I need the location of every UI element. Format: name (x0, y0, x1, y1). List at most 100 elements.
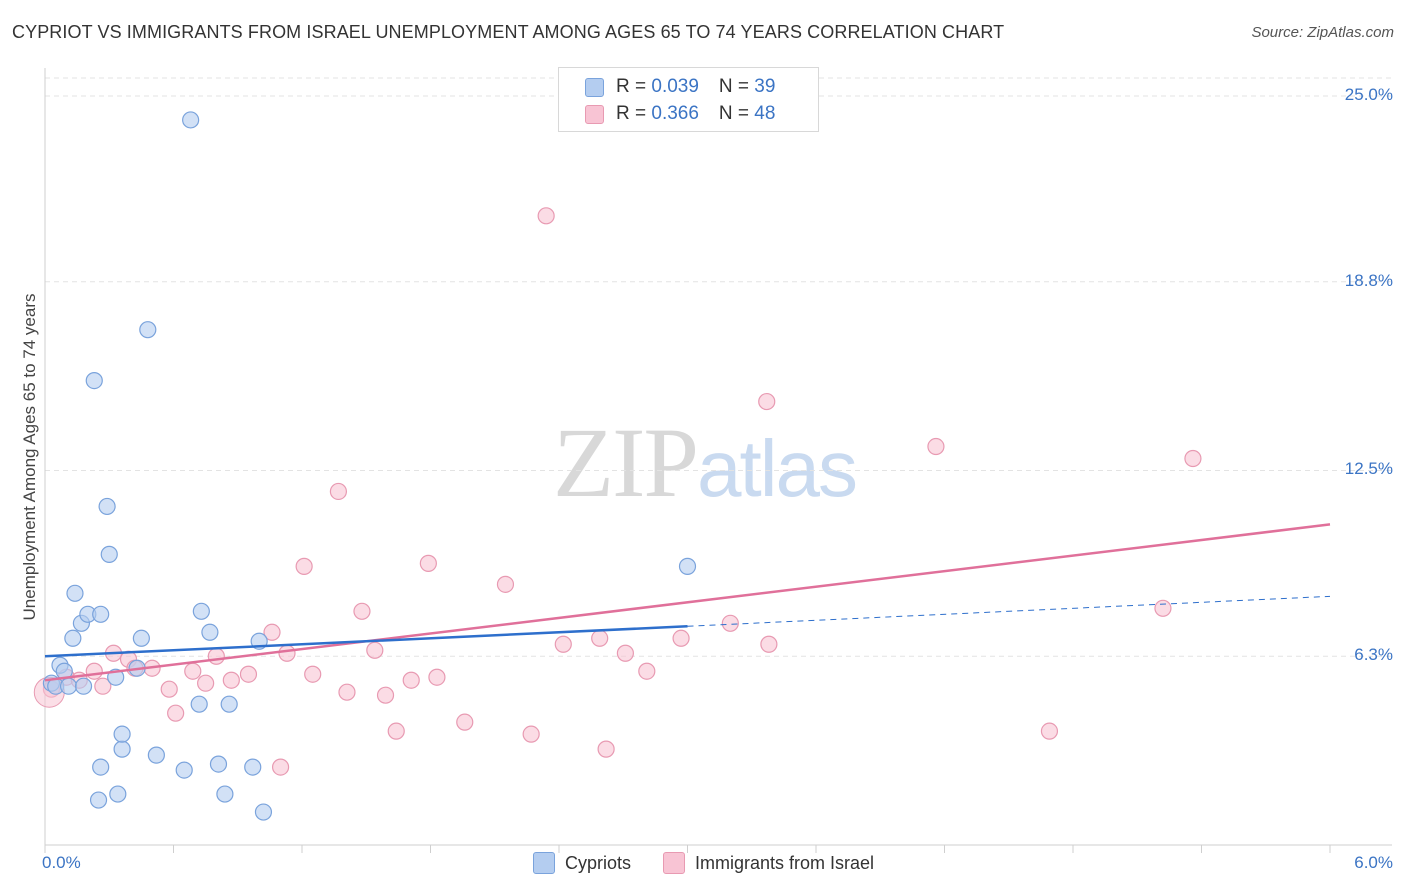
trend-lines (44, 523, 1331, 682)
grid-lines (45, 77, 1392, 657)
data-point (113, 740, 131, 758)
data-point (100, 545, 118, 563)
data-point (92, 605, 110, 623)
trend-line-cypriots (44, 625, 688, 658)
y-tick-label: 25.0% (1344, 84, 1393, 104)
watermark-atlas: atlas (697, 424, 858, 513)
data-point (74, 677, 93, 695)
data-point (387, 722, 405, 740)
legend-swatch-blue (585, 77, 604, 97)
data-point (1184, 449, 1202, 468)
data-point (329, 482, 348, 501)
y-tick-label: 6.3% (1354, 645, 1393, 665)
data-point (278, 644, 296, 662)
data-point (304, 665, 322, 683)
chart-title: CYPRIOT VS IMMIGRANTS FROM ISRAEL UNEMPL… (12, 22, 1005, 42)
y-axis-label: Unemployment Among Ages 65 to 74 years (20, 293, 39, 621)
legend-row-israel: R = 0.366 N = 48 (585, 103, 775, 125)
legend-n-value: 48 (754, 103, 776, 124)
data-point (672, 629, 690, 647)
data-point (263, 623, 281, 641)
data-point (64, 629, 82, 647)
data-point (85, 372, 103, 390)
data-point (678, 557, 697, 575)
axes (44, 68, 1392, 853)
legend-item-israel: Immigrants from Israel (663, 852, 874, 874)
watermark-zip: ZIP (553, 407, 699, 518)
legend-r-value: 0.039 (651, 76, 699, 97)
legend-n-label: N = (718, 103, 755, 124)
data-point (175, 761, 193, 779)
data-point (239, 665, 258, 683)
data-point (927, 437, 945, 456)
data-point (222, 671, 240, 689)
data-point (616, 644, 634, 662)
data-point (591, 629, 609, 647)
data-point (139, 321, 157, 339)
data-point (271, 758, 290, 776)
y-tick-label: 12.5% (1344, 459, 1393, 479)
legend-r-label: R = (616, 103, 652, 124)
data-point (113, 725, 131, 743)
data-point (85, 662, 103, 680)
series-legend: Cypriots Immigrants from Israel (533, 852, 906, 874)
data-point (353, 602, 371, 620)
source-label: Source: ZipAtlas.com (1251, 24, 1394, 41)
correlation-legend: R = 0.039 N = 39 R = 0.366 N = 48 (558, 67, 819, 132)
data-point (59, 677, 78, 695)
data-point (338, 683, 356, 701)
legend-r-value: 0.366 (651, 103, 699, 124)
legend-n-label: N = (718, 76, 755, 97)
data-point (402, 671, 420, 689)
data-point (295, 557, 313, 575)
data-point (109, 785, 127, 803)
data-point (721, 614, 739, 632)
data-point (760, 635, 778, 653)
data-point (244, 758, 262, 776)
data-point (537, 207, 555, 225)
data-point (597, 740, 615, 758)
data-point (496, 575, 515, 593)
y-tick-label: 18.8% (1344, 270, 1393, 290)
data-point (554, 635, 572, 653)
data-point (192, 602, 210, 620)
data-point (201, 623, 219, 641)
data-point (184, 662, 202, 680)
legend-label-cypriots: Cypriots (565, 852, 632, 873)
data-point (147, 746, 165, 764)
data-point (254, 803, 273, 821)
data-point (428, 668, 446, 686)
data-point (182, 111, 200, 129)
data-point (366, 641, 384, 659)
data-point (89, 791, 108, 809)
data-point (220, 695, 238, 713)
data-point (66, 584, 84, 602)
data-point (190, 695, 208, 713)
data-point (376, 686, 395, 704)
data-point (758, 392, 776, 411)
data-point (98, 497, 116, 516)
data-point (1040, 722, 1059, 740)
legend-swatch-israel (663, 852, 686, 874)
data-point (94, 677, 112, 695)
data-point (216, 785, 234, 803)
data-point (132, 629, 150, 647)
series-cypriots (42, 111, 697, 821)
legend-item-cypriots: Cypriots (533, 852, 631, 874)
data-point (522, 725, 540, 743)
data-point (456, 713, 474, 731)
data-point (167, 704, 185, 722)
trend-line-israel (44, 523, 1331, 682)
x-tick-label-min: 0.0% (42, 853, 81, 872)
legend-row-cypriots: R = 0.039 N = 39 (585, 76, 775, 98)
data-point (207, 647, 225, 665)
data-point (638, 662, 656, 680)
data-point (419, 554, 437, 572)
legend-n-value: 39 (754, 76, 776, 97)
data-point (197, 674, 215, 692)
data-point (1154, 599, 1172, 617)
data-point (209, 755, 228, 773)
legend-label-israel: Immigrants from Israel (695, 852, 875, 873)
watermark: ZIPatlas (553, 405, 858, 520)
